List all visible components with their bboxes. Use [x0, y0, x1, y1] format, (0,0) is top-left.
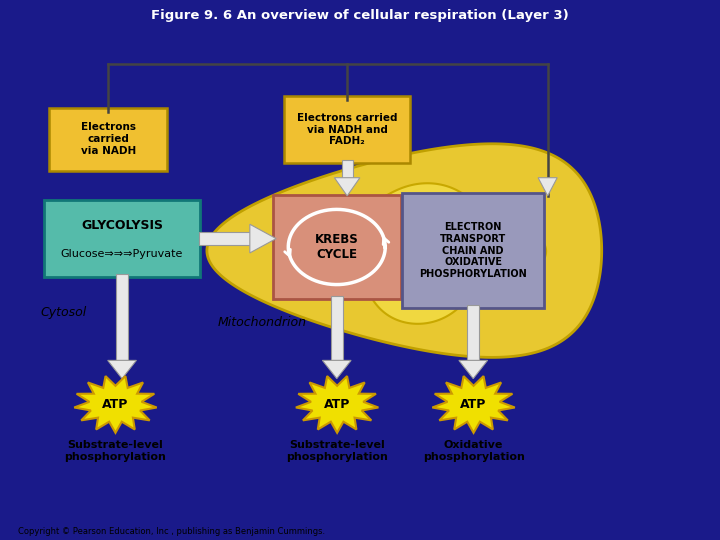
Text: Oxidative
phosphorylation: Oxidative phosphorylation: [423, 440, 524, 462]
Polygon shape: [250, 224, 276, 253]
Text: KREBS
CYCLE: KREBS CYCLE: [315, 233, 359, 261]
Polygon shape: [432, 376, 515, 433]
Polygon shape: [459, 360, 487, 379]
Text: Substrate-level
phosphorylation: Substrate-level phosphorylation: [286, 440, 388, 462]
Text: Electrons carried
via NADH and
FADH₂: Electrons carried via NADH and FADH₂: [297, 113, 397, 146]
FancyBboxPatch shape: [467, 305, 480, 360]
Polygon shape: [296, 376, 379, 433]
Polygon shape: [74, 376, 157, 433]
Text: Cytosol: Cytosol: [40, 306, 87, 320]
Polygon shape: [207, 144, 602, 357]
Text: ATP: ATP: [460, 397, 487, 410]
FancyBboxPatch shape: [330, 296, 343, 360]
Text: GLYCOLYSIS: GLYCOLYSIS: [81, 219, 163, 232]
Text: Figure 9. 6 An overview of cellular respiration (Layer 3): Figure 9. 6 An overview of cellular resp…: [151, 9, 569, 22]
Text: Copyright © Pearson Education, Inc , publishing as Benjamin Cummings.: Copyright © Pearson Education, Inc , pub…: [18, 526, 325, 536]
FancyBboxPatch shape: [273, 195, 401, 299]
Polygon shape: [322, 183, 546, 324]
Polygon shape: [538, 178, 557, 196]
Text: ATP: ATP: [324, 397, 351, 410]
FancyBboxPatch shape: [116, 274, 128, 360]
Text: Glucose⇒⇒⇒Pyruvate: Glucose⇒⇒⇒Pyruvate: [61, 249, 183, 259]
FancyBboxPatch shape: [199, 232, 250, 245]
Text: ELECTRON
TRANSPORT
CHAIN AND
OXIDATIVE
PHOSPHORYLATION: ELECTRON TRANSPORT CHAIN AND OXIDATIVE P…: [419, 222, 527, 279]
Polygon shape: [323, 360, 351, 379]
FancyBboxPatch shape: [341, 160, 353, 178]
FancyBboxPatch shape: [44, 200, 200, 277]
FancyBboxPatch shape: [284, 96, 410, 163]
Text: Electrons
carried
via NADH: Electrons carried via NADH: [81, 123, 136, 156]
Polygon shape: [334, 178, 360, 196]
Text: Substrate-level
phosphorylation: Substrate-level phosphorylation: [65, 440, 166, 462]
Text: ATP: ATP: [102, 397, 129, 410]
FancyBboxPatch shape: [402, 193, 544, 308]
FancyBboxPatch shape: [49, 107, 168, 171]
Polygon shape: [108, 360, 136, 379]
Text: Mitochondrion: Mitochondrion: [217, 316, 306, 329]
